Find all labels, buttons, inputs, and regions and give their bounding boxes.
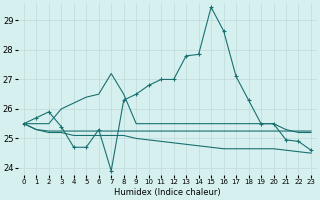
X-axis label: Humidex (Indice chaleur): Humidex (Indice chaleur) xyxy=(114,188,221,197)
